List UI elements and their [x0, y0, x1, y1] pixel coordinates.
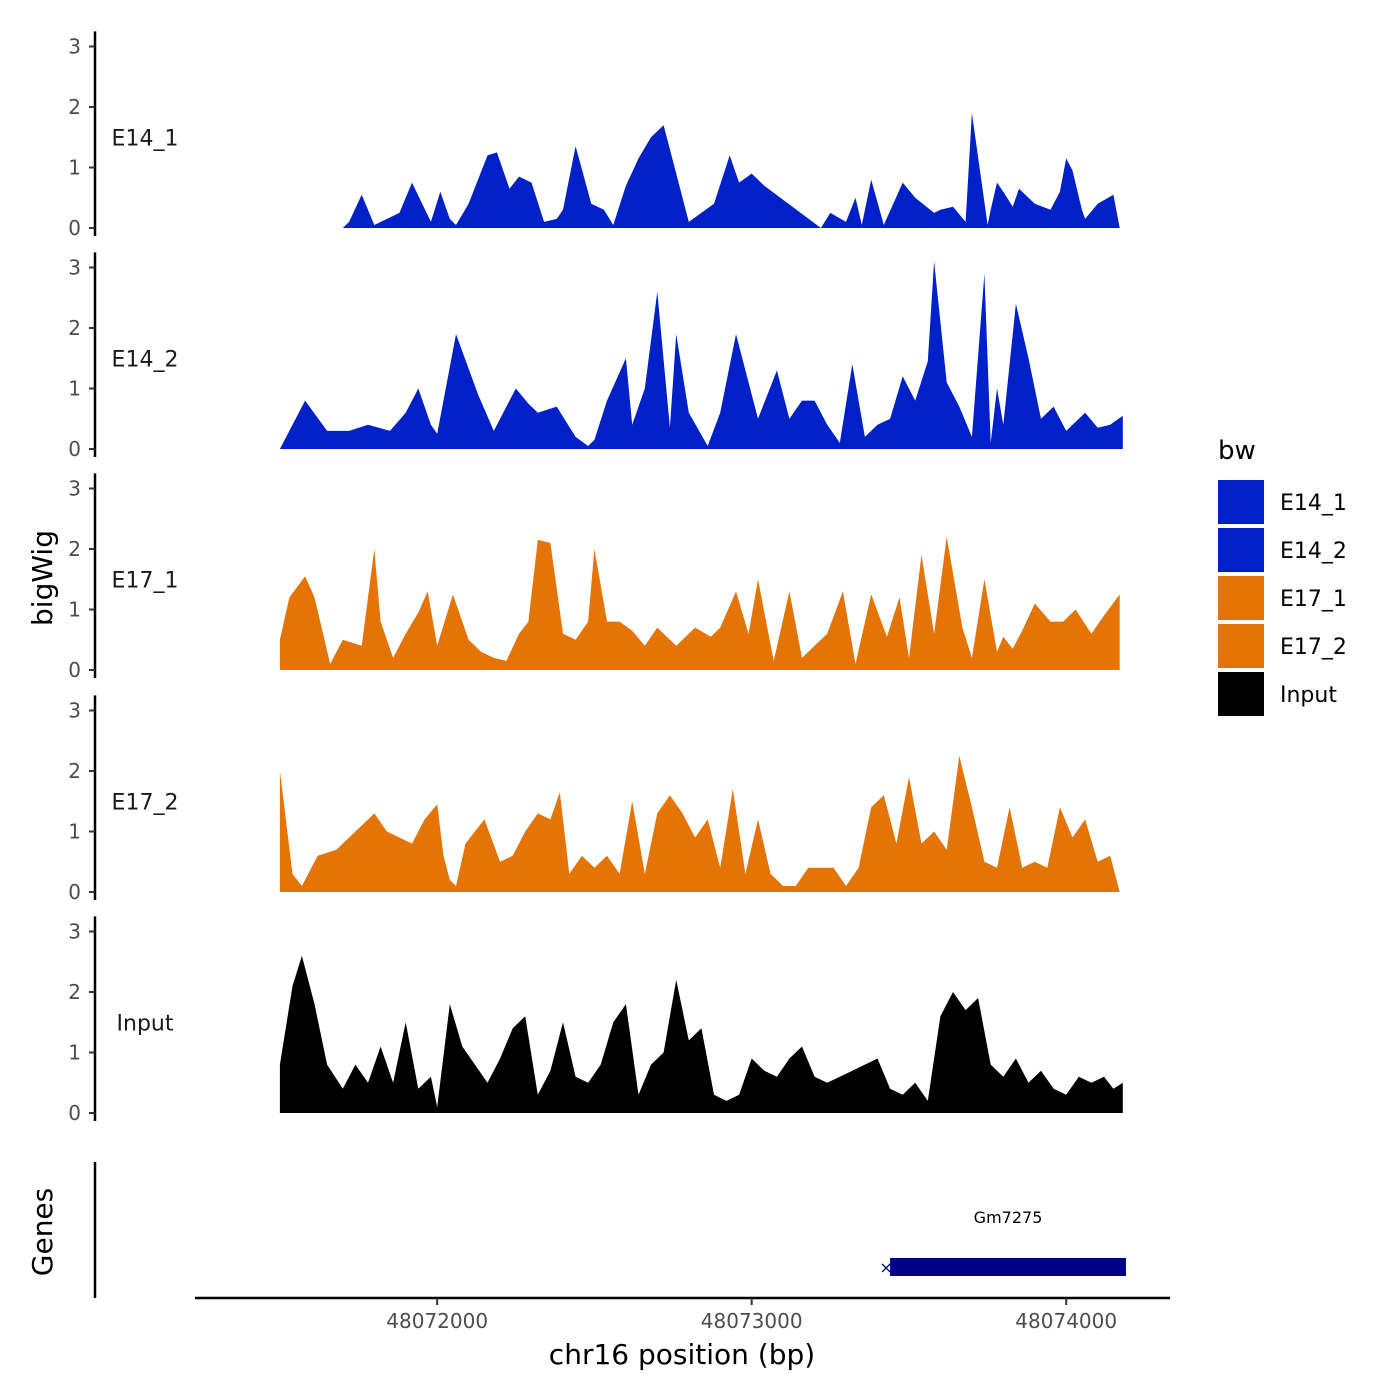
track-label: E17_2	[112, 790, 179, 815]
y-tick-label: 3	[68, 699, 81, 723]
track-E14_2: 0 1 2 3 E14_2	[68, 252, 1123, 461]
y-tick-label: 0	[68, 658, 81, 682]
y-axis-title: bigWig	[26, 530, 59, 626]
y-tick-label: 2	[68, 316, 81, 340]
track-label: E14_1	[112, 126, 179, 151]
y-tick-label: 0	[68, 880, 81, 904]
y-tick-label: 1	[68, 598, 81, 622]
coverage-tracks: 0 1 2 3 E14_1 0 1 2 3 E14_2 0 1 2 3 E17_1 0 1 2 3 E17_2 0 1 2 3…	[68, 31, 1123, 1125]
legend-label: E14_1	[1280, 491, 1347, 516]
coverage-area	[342, 113, 1120, 228]
legend-swatch	[1218, 528, 1264, 572]
gene-strand-marker: ×	[879, 1258, 892, 1277]
y-tick-label: 3	[68, 477, 81, 501]
legend-label: E14_2	[1280, 539, 1347, 564]
track-label: Input	[117, 1011, 174, 1036]
y-tick-label: 2	[68, 95, 81, 119]
legend-swatch	[1218, 480, 1264, 524]
gene-Gm7275: × Gm7275	[879, 1208, 1126, 1277]
track-E14_1: 0 1 2 3 E14_1	[68, 31, 1120, 240]
track-label: E17_1	[112, 568, 179, 593]
coverage-area	[279, 261, 1123, 449]
gene-label: Gm7275	[974, 1208, 1043, 1227]
x-axis: 48072000 48073000 48074000	[195, 1296, 1170, 1333]
legend-swatch	[1218, 624, 1264, 668]
track-Input: 0 1 2 3 Input	[68, 916, 1123, 1125]
x-tick-label: 48072000	[386, 1309, 488, 1333]
y-tick-label: 1	[68, 156, 81, 180]
y-tick-label: 1	[68, 1041, 81, 1065]
y-tick-label: 3	[68, 256, 81, 280]
y-tick-label: 3	[68, 920, 81, 944]
legend-swatch	[1218, 576, 1264, 620]
track-E17_1: 0 1 2 3 E17_1	[68, 473, 1120, 682]
y-tick-label: 1	[68, 820, 81, 844]
coverage-area	[279, 955, 1123, 1113]
y-tick-label: 2	[68, 537, 81, 561]
y-tick-label: 2	[68, 759, 81, 783]
x-axis-title: chr16 position (bp)	[549, 1338, 815, 1371]
y-tick-label: 0	[68, 1101, 81, 1125]
genes-axis-title: Genes	[26, 1188, 59, 1276]
x-tick-label: 48074000	[1015, 1309, 1117, 1333]
legend-label: E17_1	[1280, 587, 1347, 612]
y-tick-label: 2	[68, 980, 81, 1004]
legend-label: Input	[1280, 683, 1337, 708]
track-E17_2: 0 1 2 3 E17_2	[68, 695, 1120, 904]
x-tick-label: 48073000	[701, 1309, 803, 1333]
legend-label: E17_2	[1280, 635, 1347, 660]
y-tick-label: 0	[68, 437, 81, 461]
track-label: E14_2	[112, 347, 179, 372]
legend: bw E14_1 E14_2 E17_1 E17_2 Input	[1218, 436, 1347, 716]
gene-body	[890, 1258, 1126, 1276]
genes-track: × Gm7275	[93, 1162, 1126, 1298]
y-tick-label: 1	[68, 377, 81, 401]
y-tick-label: 3	[68, 35, 81, 59]
legend-title: bw	[1218, 436, 1256, 466]
y-tick-label: 0	[68, 216, 81, 240]
legend-swatch	[1218, 672, 1264, 716]
coverage-area	[279, 536, 1120, 670]
coverage-area	[279, 755, 1120, 892]
